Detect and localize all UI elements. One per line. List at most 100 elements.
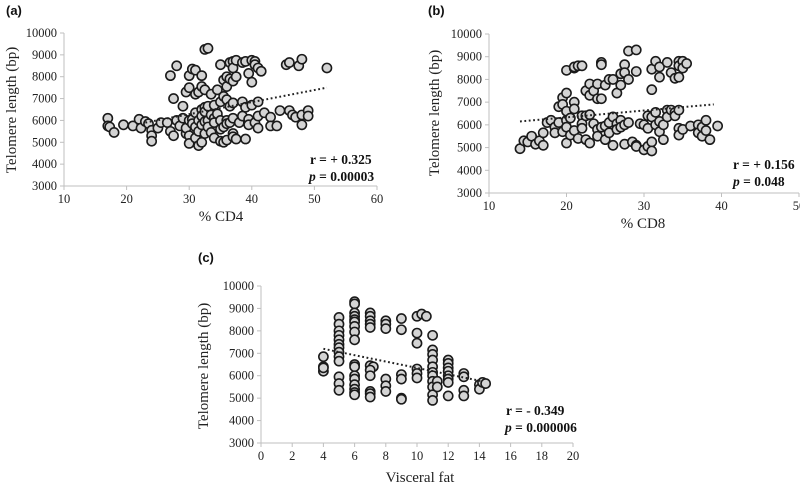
data-point (700, 125, 712, 136)
x-tick-label: 30 (183, 192, 196, 206)
data-point (657, 134, 669, 146)
data-point (431, 381, 443, 393)
data-point (196, 136, 208, 148)
y-tick-label: 9000 (229, 301, 254, 315)
data-point (654, 71, 665, 83)
data-point (317, 362, 329, 374)
panel-b: (b) 3000 4000 5000 6000 7000 8000 9000 10000 10… (427, 3, 800, 232)
x-tick-label: 20 (120, 192, 133, 206)
y-tick-label: 3000 (32, 179, 57, 193)
data-point (427, 394, 438, 406)
data-point (283, 57, 295, 68)
data-point (420, 310, 432, 322)
y-tick-label: 5000 (229, 391, 254, 405)
data-point (171, 60, 183, 72)
y-tick-label: 7000 (229, 346, 254, 360)
data-point (564, 112, 576, 124)
data-point (630, 66, 642, 77)
panel-a: (a) 3000 4000 5000 6000 7000 8000 9000 10000 10… (4, 3, 383, 225)
data-point (274, 105, 286, 116)
x-tick-label: 12 (442, 449, 455, 463)
data-point (395, 313, 407, 324)
y-tick-label: 3000 (229, 436, 254, 450)
y-tick-label: 3000 (457, 186, 482, 200)
data-point (349, 334, 360, 346)
y-tick-label: 7000 (457, 95, 482, 109)
data-point (349, 389, 360, 401)
y-axis-title-b: Telomere length (bp) (427, 50, 443, 176)
data-point (442, 390, 454, 402)
x-tick-label: 18 (536, 449, 549, 463)
data-point (427, 329, 438, 341)
x-tick-label: 40 (715, 199, 728, 213)
data-point (584, 137, 596, 149)
data-point (364, 322, 376, 333)
panel-label-c: (c) (198, 250, 214, 265)
x-tick-label: 20 (560, 199, 573, 213)
r-value-b: r = + 0.156 (733, 157, 795, 172)
x-tick-label: 10 (483, 199, 496, 213)
y-tick-label: 4000 (457, 163, 482, 177)
data-point (364, 391, 376, 403)
data-point (349, 361, 360, 373)
trendline-c (323, 347, 483, 383)
p-number-c: = 0.000006 (512, 420, 577, 435)
data-point (623, 117, 634, 128)
data-point (146, 135, 158, 147)
y-tick-label: 6000 (229, 369, 254, 383)
data-point (458, 371, 470, 383)
p-value-b: p = 0.048 (732, 174, 785, 189)
x-tick-label: 40 (246, 192, 259, 206)
y-tick-label: 7000 (32, 92, 57, 106)
data-point (681, 58, 693, 69)
data-point (118, 119, 129, 131)
data-point (537, 139, 549, 151)
data-point (243, 68, 255, 79)
trendline-a (145, 86, 328, 124)
data-point (442, 377, 454, 388)
x-tick-label: 30 (638, 199, 651, 213)
data-point (215, 59, 226, 71)
panel-label-b: (b) (428, 3, 445, 18)
p-symbol-c: p (504, 420, 512, 435)
x-tick-label: 16 (504, 449, 517, 463)
data-point (271, 120, 283, 132)
y-tick-label: 8000 (457, 72, 482, 86)
data-point (165, 70, 176, 82)
x-tick-label: 60 (371, 192, 384, 206)
data-point (364, 370, 376, 382)
data-point (265, 111, 276, 123)
p-number-a: = 0.00003 (316, 169, 375, 184)
x-axis-title-c: Visceral fat (386, 470, 455, 486)
points-a (102, 42, 333, 151)
x-tick-labels-a: 10 20 30 40 50 60 (58, 186, 384, 206)
data-point (661, 56, 673, 68)
data-point (302, 110, 314, 122)
data-point (615, 79, 627, 91)
x-axis-title-a: % CD4 (199, 209, 244, 225)
data-point (568, 103, 580, 115)
y-tick-label: 4000 (32, 157, 57, 171)
data-point (646, 145, 658, 157)
points-b (514, 44, 724, 157)
y-tick-label: 10000 (223, 279, 254, 293)
x-tick-labels-c: 0 2 4 6 8 10 12 14 16 18 20 (258, 443, 579, 463)
y-tick-label: 6000 (457, 118, 482, 132)
data-point (230, 71, 242, 83)
data-point (168, 93, 179, 104)
data-point (654, 61, 665, 73)
data-point (650, 106, 662, 118)
y-tick-label: 8000 (32, 70, 57, 84)
data-point (108, 127, 120, 138)
panel-c: (c) 3000 4000 5000 6000 7000 8000 9000 10000 0 2… (196, 250, 579, 486)
y-axis-title-c: Telomere length (bp) (196, 303, 212, 429)
r-value-c: r = - 0.349 (506, 403, 565, 418)
p-value-c: p = 0.000006 (504, 420, 577, 435)
r-value-a: r = + 0.325 (310, 152, 372, 167)
data-point (255, 65, 267, 77)
data-point (458, 390, 470, 402)
y-tick-label: 5000 (457, 141, 482, 155)
data-point (673, 104, 685, 116)
x-tick-label: 10 (411, 449, 424, 463)
data-point (211, 84, 223, 96)
